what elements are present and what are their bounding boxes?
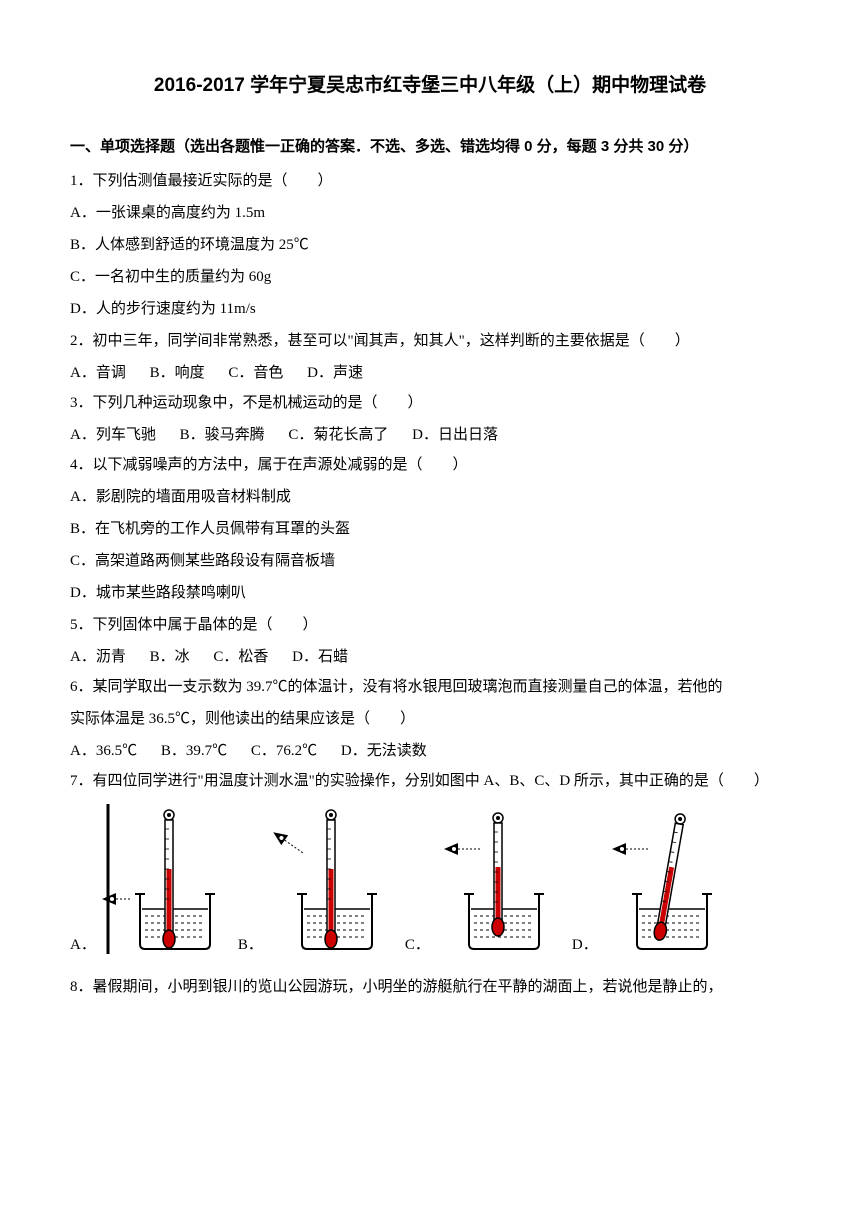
q7-figures: A． xyxy=(70,804,790,954)
q4-opt-c: C．高架道路两侧某些路段设有隔音板墙 xyxy=(70,546,790,576)
q6-options: A．36.5℃ B．39.7℃ C．76.2℃ D．无法读数 xyxy=(70,736,790,766)
q6-opt-d: D．无法读数 xyxy=(341,736,427,766)
q7-figure-c: C． xyxy=(405,804,554,954)
q6-opt-a: A．36.5℃ xyxy=(70,736,137,766)
q3-opt-d: D．日出日落 xyxy=(412,420,498,450)
q7-label-c: C． xyxy=(405,933,430,954)
thermometer-diagram-d-icon xyxy=(602,804,722,954)
q7-figure-b: B． xyxy=(238,804,387,954)
q2-opt-d: D．声速 xyxy=(307,358,363,388)
q2-opt-b: B．响度 xyxy=(150,358,205,388)
page-title: 2016-2017 学年宁夏吴忠市红寺堡三中八年级（上）期中物理试卷 xyxy=(70,70,790,97)
q4-opt-a: A．影剧院的墙面用吸音材料制成 xyxy=(70,482,790,512)
q4-opt-b: B．在飞机旁的工作人员佩带有耳罩的头盔 xyxy=(70,514,790,544)
thermometer-diagram-a-icon xyxy=(100,804,220,954)
q2-stem: 2．初中三年，同学间非常熟悉，甚至可以"闻其声，知其人"，这样判断的主要依据是（… xyxy=(70,326,790,356)
q7-label-a: A． xyxy=(70,933,96,954)
q6-opt-b: B．39.7℃ xyxy=(161,736,227,766)
q2-opt-a: A．音调 xyxy=(70,358,126,388)
q3-opt-c: C．菊花长高了 xyxy=(288,420,388,450)
q5-opt-a: A．沥青 xyxy=(70,642,126,672)
q3-stem: 3．下列几种运动现象中，不是机械运动的是（ ） xyxy=(70,388,790,418)
q7-label-d: D． xyxy=(572,933,598,954)
q1-opt-c: C．一名初中生的质量约为 60g xyxy=(70,262,790,292)
q1-stem: 1．下列估测值最接近实际的是（ ） xyxy=(70,166,790,196)
thermometer-diagram-c-icon xyxy=(434,804,554,954)
q1-opt-a: A．一张课桌的高度约为 1.5m xyxy=(70,198,790,228)
q2-opt-c: C．音色 xyxy=(228,358,283,388)
q3-options: A．列车飞驰 B．骏马奔腾 C．菊花长高了 D．日出日落 xyxy=(70,420,790,450)
q6-opt-c: C．76.2℃ xyxy=(251,736,317,766)
thermometer-diagram-b-icon xyxy=(267,804,387,954)
q5-opt-b: B．冰 xyxy=(150,642,190,672)
q7-label-b: B． xyxy=(238,933,263,954)
q5-opt-c: C．松香 xyxy=(213,642,268,672)
q5-opt-d: D．石蜡 xyxy=(292,642,348,672)
q4-opt-d: D．城市某些路段禁鸣喇叭 xyxy=(70,578,790,608)
q7-figure-d: D． xyxy=(572,804,722,954)
q7-figure-a: A． xyxy=(70,804,220,954)
q5-options: A．沥青 B．冰 C．松香 D．石蜡 xyxy=(70,642,790,672)
q4-stem: 4．以下减弱噪声的方法中，属于在声源处减弱的是（ ） xyxy=(70,450,790,480)
q3-opt-a: A．列车飞驰 xyxy=(70,420,156,450)
q6-stem2: 实际体温是 36.5℃，则他读出的结果应该是（ ） xyxy=(70,704,790,734)
q7-stem: 7．有四位同学进行"用温度计测水温"的实验操作，分别如图中 A、B、C、D 所示… xyxy=(70,766,790,796)
q5-stem: 5．下列固体中属于晶体的是（ ） xyxy=(70,610,790,640)
section-header: 一、单项选择题（选出各题惟一正确的答案．不选、多选、错选均得 0 分，每题 3 … xyxy=(70,135,790,156)
q3-opt-b: B．骏马奔腾 xyxy=(180,420,265,450)
q8-stem: 8．暑假期间，小明到银川的览山公园游玩，小明坐的游艇航行在平静的湖面上，若说他是… xyxy=(70,972,790,1002)
q2-options: A．音调 B．响度 C．音色 D．声速 xyxy=(70,358,790,388)
q1-opt-b: B．人体感到舒适的环境温度为 25℃ xyxy=(70,230,790,260)
q1-opt-d: D．人的步行速度约为 11m/s xyxy=(70,294,790,324)
q6-stem1: 6．某同学取出一支示数为 39.7℃的体温计，没有将水银甩回玻璃泡而直接测量自己… xyxy=(70,672,790,702)
